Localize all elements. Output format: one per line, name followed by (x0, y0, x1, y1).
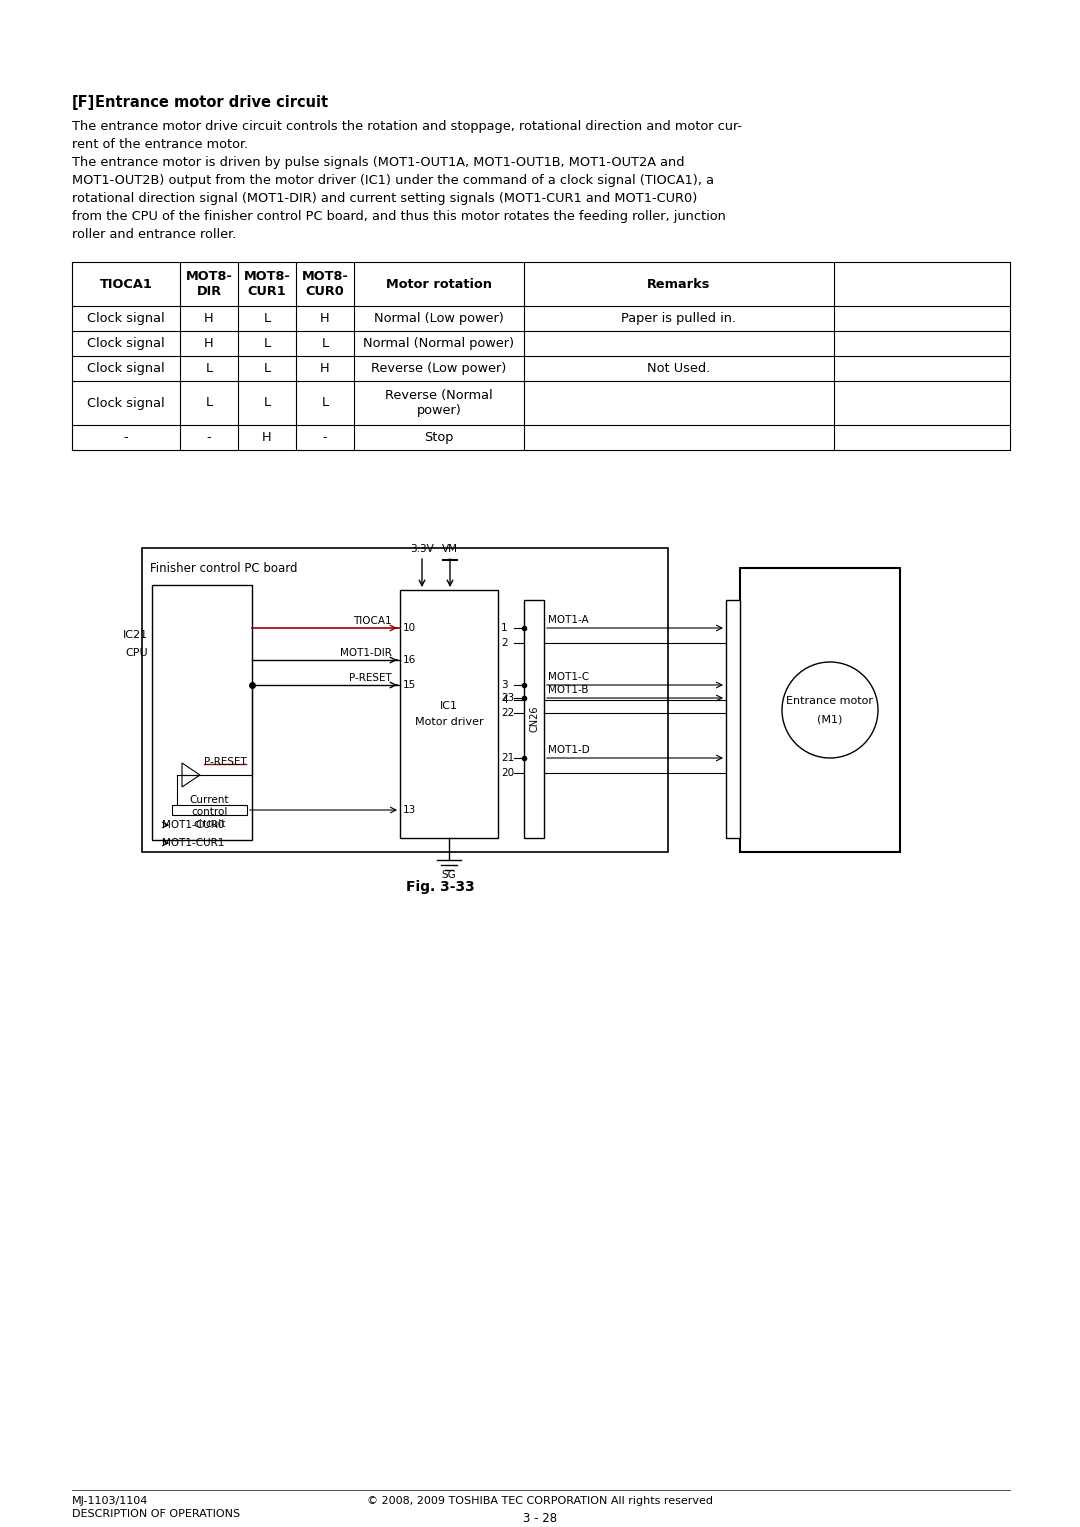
Text: L: L (322, 397, 328, 409)
Text: MOT8-
CUR1: MOT8- CUR1 (244, 270, 291, 298)
Text: Clock signal: Clock signal (87, 362, 165, 376)
Text: MOT1-B: MOT1-B (548, 686, 589, 695)
Text: L: L (205, 397, 213, 409)
Text: (M1): (M1) (818, 715, 842, 724)
Text: MOT1-DIR: MOT1-DIR (340, 647, 392, 658)
Bar (152, 585, 252, 840)
Text: SG: SG (442, 870, 457, 880)
Text: 15: 15 (403, 680, 416, 690)
Text: Entrance motor: Entrance motor (786, 696, 874, 705)
Text: Clock signal: Clock signal (87, 397, 165, 409)
Text: 23: 23 (501, 693, 514, 702)
Text: 10: 10 (403, 623, 416, 634)
Text: MOT1-D: MOT1-D (548, 745, 590, 754)
Text: 22: 22 (501, 709, 514, 718)
Text: CN26: CN26 (529, 705, 539, 733)
Text: H: H (262, 431, 272, 444)
Text: rotational direction signal (MOT1-DIR) and current setting signals (MOT1-CUR1 an: rotational direction signal (MOT1-DIR) a… (72, 192, 698, 205)
Text: roller and entrance roller.: roller and entrance roller. (72, 228, 237, 241)
Text: L: L (322, 337, 328, 350)
Text: control: control (191, 806, 228, 817)
Text: Motor driver: Motor driver (415, 718, 484, 727)
Bar (740, 568, 900, 852)
Text: 1: 1 (501, 623, 508, 634)
Text: IC21: IC21 (123, 631, 148, 640)
Text: Not Used.: Not Used. (647, 362, 711, 376)
Text: Current: Current (190, 796, 229, 805)
Text: from the CPU of the finisher control PC board, and thus this motor rotates the f: from the CPU of the finisher control PC … (72, 211, 726, 223)
Text: Normal (Normal power): Normal (Normal power) (364, 337, 514, 350)
Text: © 2008, 2009 TOSHIBA TEC CORPORATION All rights reserved: © 2008, 2009 TOSHIBA TEC CORPORATION All… (367, 1496, 713, 1506)
Text: H: H (204, 312, 214, 325)
Text: 4: 4 (501, 695, 508, 705)
Text: MOT1-OUT2B) output from the motor driver (IC1) under the command of a clock sign: MOT1-OUT2B) output from the motor driver… (72, 174, 714, 186)
Text: MOT8-
CUR0: MOT8- CUR0 (301, 270, 349, 298)
Text: 13: 13 (403, 805, 416, 815)
Text: H: H (204, 337, 214, 350)
Text: Stop: Stop (424, 431, 454, 444)
Text: Motor rotation: Motor rotation (386, 278, 492, 290)
Text: Remarks: Remarks (647, 278, 711, 290)
Text: Fig. 3-33: Fig. 3-33 (406, 880, 474, 893)
Text: MOT8-
DIR: MOT8- DIR (186, 270, 232, 298)
Text: L: L (205, 362, 213, 376)
Text: L: L (264, 362, 271, 376)
Text: 3: 3 (501, 680, 508, 690)
Text: VM: VM (442, 544, 458, 554)
Text: MOT1-A: MOT1-A (548, 615, 589, 625)
Text: TIOCA1: TIOCA1 (99, 278, 152, 290)
Text: P-RESET: P-RESET (349, 673, 392, 683)
Text: Reverse (Low power): Reverse (Low power) (372, 362, 507, 376)
Text: -: - (124, 431, 129, 444)
Text: -: - (206, 431, 212, 444)
Text: circuit: circuit (193, 818, 226, 829)
Text: CPU: CPU (125, 647, 148, 658)
Text: Entrance motor drive circuit: Entrance motor drive circuit (95, 95, 328, 110)
Text: MOT1-CUR0: MOT1-CUR0 (162, 820, 225, 831)
Bar (141, 548, 669, 852)
Text: Finisher control PC board: Finisher control PC board (150, 562, 297, 576)
Text: DESCRIPTION OF OPERATIONS: DESCRIPTION OF OPERATIONS (72, 1509, 240, 1519)
Text: Clock signal: Clock signal (87, 312, 165, 325)
Text: 21: 21 (501, 753, 514, 764)
Text: MOT1-CUR1: MOT1-CUR1 (162, 838, 225, 847)
Text: [F]: [F] (72, 95, 95, 110)
Text: Paper is pulled in.: Paper is pulled in. (621, 312, 737, 325)
Text: 3 - 28: 3 - 28 (523, 1512, 557, 1525)
Text: -: - (323, 431, 327, 444)
Text: Clock signal: Clock signal (87, 337, 165, 350)
Text: H: H (320, 362, 329, 376)
Text: TIOCA1: TIOCA1 (353, 615, 392, 626)
Text: L: L (264, 397, 271, 409)
Text: MOT1-C: MOT1-C (548, 672, 589, 683)
Text: The entrance motor is driven by pulse signals (MOT1-OUT1A, MOT1-OUT1B, MOT1-OUT2: The entrance motor is driven by pulse si… (72, 156, 685, 169)
Text: 20: 20 (501, 768, 514, 777)
Text: Reverse (Normal
power): Reverse (Normal power) (386, 389, 492, 417)
Text: 3.3V: 3.3V (410, 544, 434, 554)
Text: Normal (Low power): Normal (Low power) (374, 312, 504, 325)
Text: H: H (320, 312, 329, 325)
Bar (400, 589, 498, 838)
Bar (726, 600, 740, 838)
Text: L: L (264, 312, 271, 325)
Text: 2: 2 (501, 638, 508, 647)
Text: IC1: IC1 (440, 701, 458, 712)
Text: 16: 16 (403, 655, 416, 664)
Text: P-RESET: P-RESET (204, 757, 246, 767)
Bar (172, 805, 247, 815)
Text: rent of the entrance motor.: rent of the entrance motor. (72, 137, 248, 151)
Text: MJ-1103/1104: MJ-1103/1104 (72, 1496, 148, 1506)
Bar (524, 600, 544, 838)
Text: L: L (264, 337, 271, 350)
Text: The entrance motor drive circuit controls the rotation and stoppage, rotational : The entrance motor drive circuit control… (72, 121, 742, 133)
